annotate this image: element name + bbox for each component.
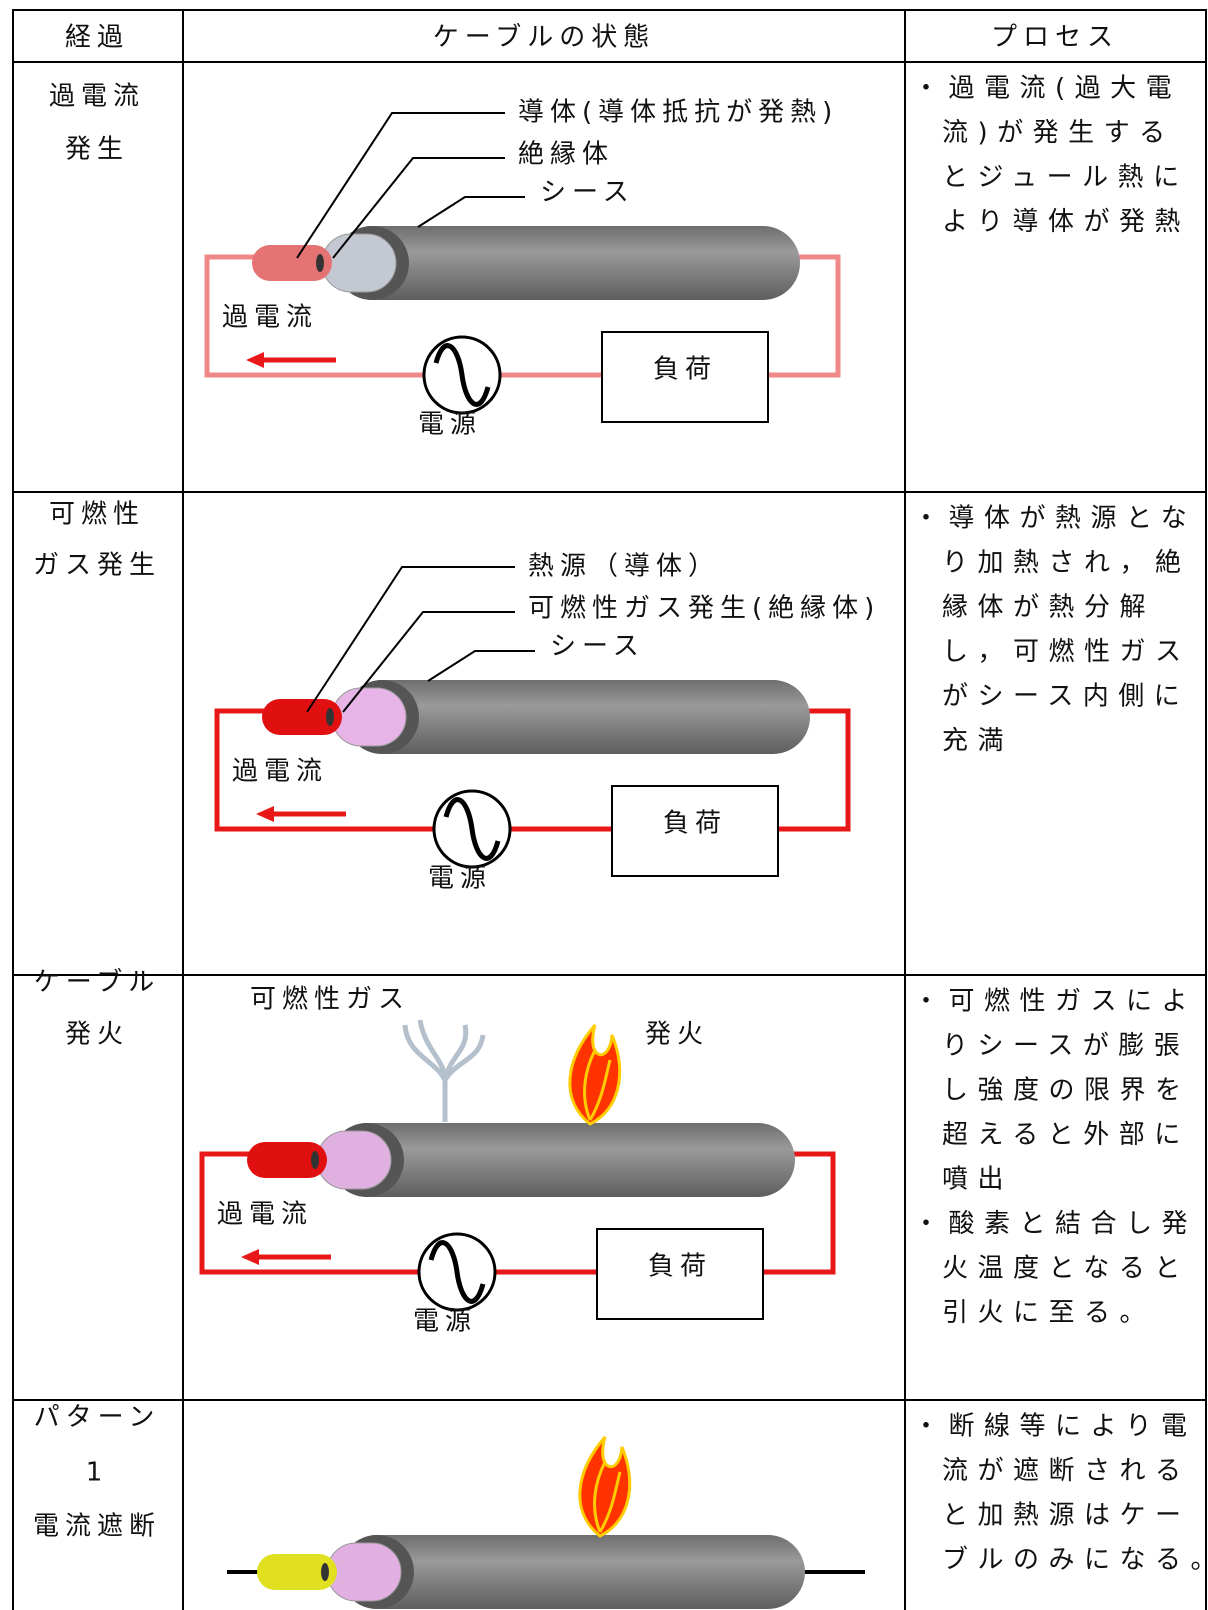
diagram-label: 導体(導体抵抗が発熱) (518, 98, 838, 128)
circuit-wire (204, 254, 841, 378)
process-text: 超えると外部に (942, 1120, 1190, 1150)
current-arrowhead (246, 352, 264, 368)
current-arrowhead (256, 806, 274, 822)
flame-inner (583, 1049, 612, 1121)
diagram-label: シース (540, 178, 635, 208)
conductor-end (326, 708, 334, 726)
diagram-label: 熱源（導体） (528, 552, 720, 582)
diagram-label: 絶縁体 (518, 140, 614, 170)
process-text: と加熱源はケー (942, 1501, 1191, 1531)
stage-label: 可燃性 (49, 500, 145, 530)
sheath (345, 680, 810, 754)
header-cell: ケーブルの状態 (433, 23, 655, 53)
leader-line (332, 157, 505, 259)
process-text: 流が遮断される (942, 1456, 1191, 1486)
stage-label: 発火 (65, 1020, 129, 1050)
insulator (326, 1542, 402, 1602)
process-text: ・導体が熱源とな (913, 504, 1196, 534)
diagram-label: 電源 (418, 410, 482, 440)
ac-wave (443, 797, 501, 861)
stage-label: 発生 (65, 135, 129, 165)
leader-line (306, 566, 515, 713)
conductor (257, 1554, 337, 1590)
process-text: ・断線等により電 (913, 1412, 1196, 1442)
sheath (330, 1123, 795, 1197)
diagram-label: 過電流 (217, 1200, 313, 1230)
process-text: より導体が発熱 (942, 207, 1190, 237)
flame (568, 1024, 622, 1126)
stage-label: 過電流 (49, 82, 145, 112)
process-text: 噴出 (942, 1165, 1013, 1195)
insulator (316, 1130, 392, 1190)
diagram-label: 電源 (428, 864, 492, 894)
process-text: ・可燃性ガスによ (913, 987, 1197, 1017)
leader-line (342, 611, 515, 713)
ac-wave (428, 1240, 486, 1304)
header-cell: 経過 (65, 23, 129, 53)
process-text: 縁体が熱分解 (942, 593, 1155, 623)
process-text: ・酸素と結合し発 (913, 1209, 1197, 1239)
circuit-wire (199, 1151, 836, 1275)
diagram-label: 発火 (645, 1020, 709, 1050)
load-box (611, 785, 779, 877)
stage-label: パターン (34, 1403, 161, 1433)
process-text: 火温度となると (942, 1254, 1190, 1284)
diagram-label: 電源 (413, 1307, 477, 1337)
leader-line (296, 112, 505, 259)
sheath (335, 226, 800, 300)
stage-label: 電流遮断 (33, 1512, 161, 1542)
diagram-label: 負荷 (653, 355, 717, 385)
diagram-label: 負荷 (663, 809, 727, 839)
sheath (340, 1535, 805, 1609)
conductor-end (321, 1563, 329, 1581)
diagram-label: 可燃性ガス発生(絶縁体) (528, 594, 880, 624)
load-box (601, 331, 769, 423)
flame (578, 1436, 632, 1538)
conductor (262, 699, 342, 735)
stage-label: ガス発生 (33, 551, 161, 581)
diagram-label: 負荷 (648, 1252, 712, 1282)
insulator (321, 233, 397, 293)
process-text: し強度の限界を (942, 1076, 1191, 1106)
diagram-label: 過電流 (232, 757, 328, 787)
header-cell: プロセス (991, 23, 1119, 53)
process-text: ブルのみになる。 (942, 1545, 1208, 1575)
table-grid (12, 9, 1207, 1610)
stage-label: 1 (86, 1458, 109, 1488)
conductor (247, 1142, 327, 1178)
process-text: し，可燃性ガス (942, 637, 1191, 667)
process-text: とジュール熱に (942, 163, 1189, 193)
flame-inner (593, 1461, 622, 1533)
diagram-label: 過電流 (222, 303, 318, 333)
process-text: りシースが膨張 (942, 1031, 1189, 1061)
load-box (596, 1228, 764, 1320)
ac-wave (433, 343, 491, 407)
leader-line (427, 650, 535, 682)
process-text: ・過電流(過大電 (913, 74, 1181, 104)
process-text: 流)が発生する (942, 118, 1175, 148)
stage-label: ケーブル (34, 968, 160, 998)
process-text: 引火に至る。 (942, 1298, 1155, 1328)
diagram-label: シース (550, 632, 645, 662)
circuit-wire (214, 708, 851, 832)
diagram-label: 可燃性ガス (250, 985, 410, 1015)
insulator (331, 687, 407, 747)
conductor (252, 245, 332, 281)
conductor-end (316, 254, 324, 272)
process-text: り加熱され，絶 (942, 548, 1191, 578)
leader-line (417, 196, 525, 228)
current-arrowhead (241, 1249, 259, 1265)
gas-plume (402, 1019, 486, 1122)
conductor-end (311, 1151, 319, 1169)
cable-diagram (227, 1436, 865, 1609)
process-text: 充満 (942, 726, 1013, 756)
process-text: がシース内側に (942, 682, 1189, 712)
